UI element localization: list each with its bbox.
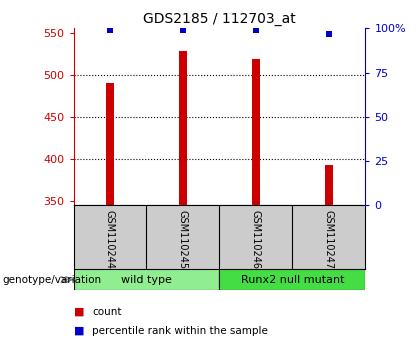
Text: percentile rank within the sample: percentile rank within the sample xyxy=(92,326,268,336)
Bar xyxy=(252,59,260,205)
Bar xyxy=(220,269,365,290)
Text: genotype/variation: genotype/variation xyxy=(2,275,101,285)
Bar xyxy=(178,51,187,205)
Text: ■: ■ xyxy=(74,326,84,336)
Title: GDS2185 / 112703_at: GDS2185 / 112703_at xyxy=(143,12,296,26)
Text: GSM110246: GSM110246 xyxy=(251,210,261,269)
Text: Runx2 null mutant: Runx2 null mutant xyxy=(241,275,344,285)
Text: wild type: wild type xyxy=(121,275,172,285)
Bar xyxy=(105,83,114,205)
Text: GSM110245: GSM110245 xyxy=(178,210,188,269)
Bar xyxy=(325,165,333,205)
Bar xyxy=(74,269,220,290)
Text: GSM110247: GSM110247 xyxy=(324,210,334,269)
Text: ■: ■ xyxy=(74,307,84,316)
Text: GSM110244: GSM110244 xyxy=(105,210,115,269)
Text: count: count xyxy=(92,307,122,316)
